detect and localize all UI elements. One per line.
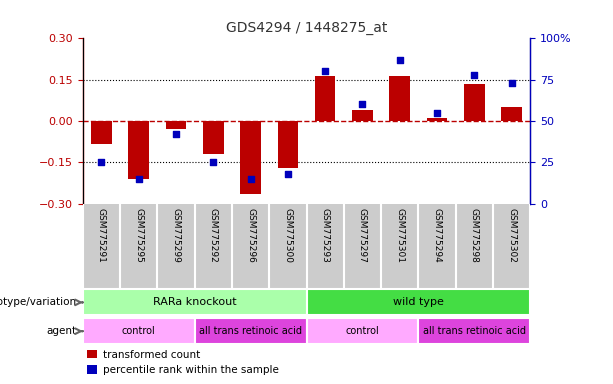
Text: genotype/variation: genotype/variation (0, 297, 77, 308)
Text: control: control (122, 326, 156, 336)
Text: GSM775291: GSM775291 (97, 208, 106, 263)
Text: RARa knockout: RARa knockout (153, 297, 237, 308)
Bar (389, 76, 410, 121)
Point (357, 101, 367, 108)
Text: GSM775300: GSM775300 (283, 208, 292, 263)
Text: GSM775295: GSM775295 (134, 208, 143, 263)
Title: GDS4294 / 1448275_at: GDS4294 / 1448275_at (226, 21, 387, 35)
Bar (352, 110, 373, 121)
Bar (315, 76, 335, 121)
Point (134, 176, 143, 182)
Point (246, 176, 256, 182)
Point (320, 68, 330, 74)
Bar (464, 84, 484, 121)
Point (395, 57, 405, 63)
Text: GSM775297: GSM775297 (358, 208, 367, 263)
Bar (203, 121, 224, 154)
Text: control: control (346, 326, 379, 336)
Text: GSM775301: GSM775301 (395, 208, 404, 263)
Point (96, 159, 106, 166)
Bar (83, 318, 195, 344)
Bar (83, 290, 306, 315)
Point (283, 171, 293, 177)
Legend: transformed count, percentile rank within the sample: transformed count, percentile rank withi… (83, 346, 283, 379)
Bar (427, 118, 447, 121)
Bar (129, 121, 149, 179)
Text: wild type: wild type (393, 297, 444, 308)
Text: GSM775302: GSM775302 (507, 208, 516, 263)
Text: all trans retinoic acid: all trans retinoic acid (423, 326, 526, 336)
Text: GSM775299: GSM775299 (172, 208, 180, 263)
Bar (240, 121, 261, 194)
Point (432, 109, 442, 116)
Point (171, 131, 181, 137)
Point (208, 159, 218, 166)
Text: all trans retinoic acid: all trans retinoic acid (199, 326, 302, 336)
Bar (418, 318, 530, 344)
Point (507, 80, 517, 86)
Text: GSM775292: GSM775292 (209, 208, 218, 263)
Point (470, 72, 479, 78)
Bar (501, 107, 522, 121)
Bar (195, 318, 306, 344)
Bar (91, 121, 112, 144)
Bar (166, 121, 186, 129)
Bar (278, 121, 298, 168)
Text: GSM775298: GSM775298 (470, 208, 479, 263)
Bar (306, 318, 418, 344)
Text: agent: agent (47, 326, 77, 336)
Text: GSM775294: GSM775294 (433, 208, 441, 263)
Bar (306, 290, 530, 315)
Text: GSM775296: GSM775296 (246, 208, 255, 263)
Text: GSM775293: GSM775293 (321, 208, 330, 263)
